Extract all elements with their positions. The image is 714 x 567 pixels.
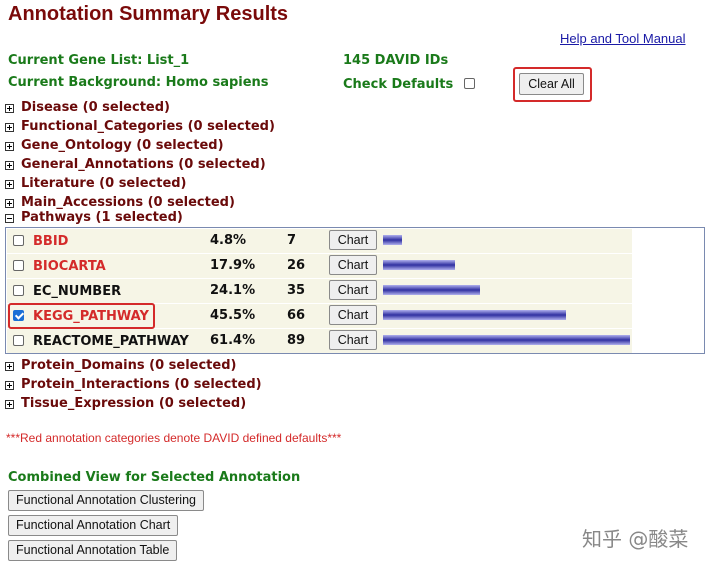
category-label[interactable]: Functional_Categories (0 selected): [21, 119, 275, 134]
page-title: Annotation Summary Results: [8, 3, 289, 25]
expand-icon[interactable]: [5, 104, 14, 113]
category-label[interactable]: General_Annotations (0 selected): [21, 157, 266, 172]
row-checkbox[interactable]: [13, 310, 24, 321]
highlight-box: [8, 303, 155, 329]
category-name: KEGG_PATHWAY: [33, 309, 149, 324]
id-count: 145 DAVID IDs: [343, 53, 449, 68]
count-bar: [383, 310, 567, 320]
expand-icon[interactable]: [5, 161, 14, 170]
combined-button[interactable]: Functional Annotation Clustering: [8, 490, 204, 511]
expand-icon[interactable]: [5, 362, 14, 371]
combined-button[interactable]: Functional Annotation Table: [8, 540, 178, 561]
row-background: [7, 254, 632, 278]
expand-icon[interactable]: [5, 381, 14, 390]
row-checkbox[interactable]: [13, 335, 24, 346]
chart-button[interactable]: Chart: [329, 305, 377, 325]
expand-icon[interactable]: [5, 400, 14, 409]
expand-icon[interactable]: [5, 214, 14, 223]
expand-icon[interactable]: [5, 199, 14, 208]
combined-title: Combined View for Selected Annotation: [8, 470, 301, 485]
category-label[interactable]: Disease (0 selected): [21, 100, 170, 115]
gene-list: Current Gene List: List_1: [8, 53, 190, 68]
count: 7: [287, 233, 297, 248]
count: 66: [287, 308, 306, 323]
check-defaults-label: Check Defaults: [343, 77, 454, 92]
row-background: [7, 229, 632, 253]
chart-button[interactable]: Chart: [329, 230, 377, 250]
expand-icon[interactable]: [5, 180, 14, 189]
percent: 61.4%: [210, 333, 256, 348]
category-label[interactable]: Tissue_Expression (0 selected): [21, 396, 247, 411]
highlight-box: [513, 67, 592, 102]
combined-button[interactable]: Functional Annotation Chart: [8, 515, 179, 536]
help-link[interactable]: Help and Tool Manual: [560, 31, 686, 46]
chart-button[interactable]: Chart: [329, 255, 377, 275]
clear-all-button[interactable]: Clear All: [519, 73, 584, 95]
defaults-note: ***Red annotation categories denote DAVI…: [6, 431, 342, 445]
category-name: BBID: [33, 234, 69, 249]
percent: 45.5%: [210, 308, 256, 323]
chart-button[interactable]: Chart: [329, 280, 377, 300]
category-label[interactable]: Main_Accessions (0 selected): [21, 195, 235, 210]
count: 89: [287, 333, 306, 348]
category-name: BIOCARTA: [33, 259, 106, 274]
category-label[interactable]: Gene_Ontology (0 selected): [21, 138, 224, 153]
count: 35: [287, 283, 306, 298]
category-name: EC_NUMBER: [33, 284, 122, 299]
count-bar: [383, 235, 403, 245]
category-label[interactable]: Protein_Domains (0 selected): [21, 358, 237, 373]
count-bar: [383, 335, 631, 345]
category-label[interactable]: Literature (0 selected): [21, 176, 187, 191]
chart-button[interactable]: Chart: [329, 330, 377, 350]
row-checkbox[interactable]: [13, 235, 24, 246]
count-bar: [383, 260, 456, 270]
percent: 4.8%: [210, 233, 247, 248]
count-bar: [383, 285, 481, 295]
percent: 17.9%: [210, 258, 256, 273]
row-checkbox[interactable]: [13, 260, 24, 271]
percent: 24.1%: [210, 283, 256, 298]
check-defaults-checkbox[interactable]: [464, 78, 475, 89]
watermark: 知乎 @酸菜: [582, 527, 689, 551]
expand-icon[interactable]: [5, 123, 14, 132]
category-label[interactable]: Pathways (1 selected): [21, 210, 183, 225]
category-label[interactable]: Protein_Interactions (0 selected): [21, 377, 262, 392]
expand-icon[interactable]: [5, 142, 14, 151]
background: Current Background: Homo sapiens: [8, 75, 269, 90]
row-checkbox[interactable]: [13, 285, 24, 296]
category-name: REACTOME_PATHWAY: [33, 334, 189, 349]
pathway-table: [5, 227, 705, 354]
count: 26: [287, 258, 306, 273]
row-background: [7, 279, 632, 303]
